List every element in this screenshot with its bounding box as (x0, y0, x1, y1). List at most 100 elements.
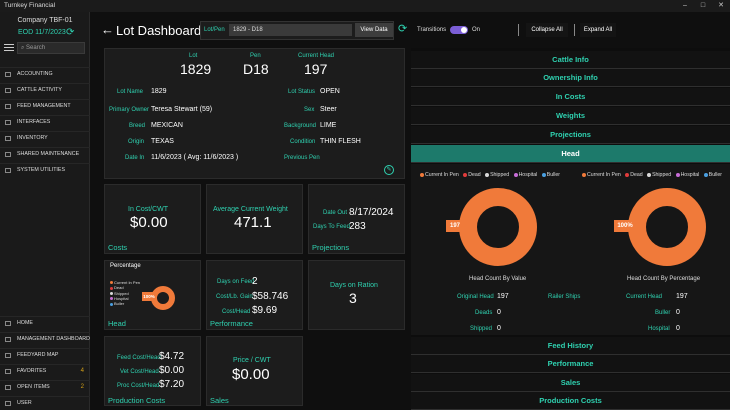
feed-cost-head-label: Feed Cost/Head (117, 355, 161, 361)
section-production-costs[interactable]: Production Costs (411, 392, 730, 410)
section-head[interactable]: Head (411, 145, 730, 163)
sidebar-item-system-utilities[interactable]: SYSTEM UTILITIES (0, 163, 90, 176)
head-legend-1: Current In Pen Dead Shipped Hospital Bul… (420, 172, 560, 178)
weight-card[interactable] (206, 184, 303, 254)
costs-card[interactable] (104, 184, 201, 254)
maximize-icon[interactable]: □ (700, 2, 706, 9)
section-sales[interactable]: Sales (411, 374, 730, 392)
search-input[interactable]: ⌕ Search (17, 42, 85, 54)
lot-name-label: Lot Name (117, 89, 144, 95)
collapse-all-button[interactable]: Collapse All (526, 23, 568, 37)
legend-label: Shipped (652, 172, 672, 178)
days-on-feed-value: 2 (252, 276, 258, 287)
inventory-icon (5, 136, 11, 141)
sidebar-item-label: FEED MANAGEMENT (17, 103, 71, 109)
ration-card[interactable] (308, 260, 405, 330)
swap-icon[interactable]: ⟳ (398, 23, 408, 35)
projections-card[interactable] (308, 184, 405, 254)
date-in-value: 11/6/2023 ( Avg: 11/6/2023 ) (151, 154, 239, 161)
star-icon (5, 369, 11, 374)
sidebar-item-home[interactable]: HOME (0, 316, 90, 329)
section-weights[interactable]: Weights (411, 107, 730, 125)
head-mini-legend: Current In Pen Dead Shipped Hospital Bul… (110, 280, 140, 306)
expand-all-button[interactable]: Expand All (580, 23, 616, 37)
sidebar-item-management-dashboard[interactable]: MANAGEMENT DASHBOARD (0, 332, 90, 345)
current-head-value: 197 (304, 61, 328, 77)
sidebar-item-label: HOME (17, 320, 33, 326)
sidebar-item-shared-maintenance[interactable]: SHARED MAINTENANCE (0, 147, 90, 160)
section-ownership-info[interactable]: Ownership Info (411, 69, 730, 87)
performance-card[interactable] (206, 260, 303, 330)
sidebar-item-feedyard-map[interactable]: FEEDYARD MAP (0, 348, 90, 361)
sidebar-item-open-items[interactable]: OPEN ITEMS 2 (0, 380, 90, 393)
transitions-toggle[interactable] (450, 26, 468, 34)
head-legend-title: Percentage (110, 263, 141, 269)
performance-title: Performance (210, 319, 253, 328)
avg-weight-label: Average Current Weight (213, 206, 288, 213)
projections-title: Projections (312, 243, 350, 252)
primary-owner-value: Teresa Stewart (59) (151, 106, 213, 113)
sidebar-item-cattle-activity[interactable]: CATTLE ACTIVITY (0, 83, 90, 96)
primary-owner-label: Primary Owner (109, 107, 150, 113)
refresh-icon[interactable]: ⟳ (66, 27, 75, 38)
sidebar-item-user[interactable]: USER (0, 396, 90, 409)
current-head-stat-value: 197 (676, 293, 688, 300)
section-cattle-info[interactable]: Cattle Info (411, 51, 730, 69)
user-icon (5, 401, 11, 406)
eod-date: EOD 11/7/2023 (18, 29, 66, 36)
sidebar-item-interfaces[interactable]: INTERFACES (0, 115, 90, 128)
home-icon (5, 321, 11, 326)
previous-pen-label: Previous Pen (284, 155, 320, 161)
donut2-value-tag: 100% (614, 220, 636, 232)
sidebar-item-inventory[interactable]: INVENTORY (0, 131, 90, 144)
edit-pencil-icon[interactable]: ✎ (384, 165, 394, 175)
breed-value: MEXICAN (151, 122, 183, 129)
date-in-label: Date In (125, 155, 145, 161)
lot-value: 1829 (180, 61, 212, 77)
sidebar-item-feed-management[interactable]: FEED MANAGEMENT (0, 99, 90, 112)
sidebar: Company TBF-01 EOD 11/7/2023 ⟳ ⌕ Search … (0, 12, 90, 410)
legend-label: Buller (546, 172, 561, 178)
sidebar-item-label: INVENTORY (17, 135, 48, 141)
cost-head-value: $9.69 (252, 305, 278, 316)
lot-status-label: Lot Status (288, 89, 316, 95)
divider (518, 24, 519, 36)
minimize-icon[interactable]: – (683, 2, 687, 9)
lot-pen-label: Lot/Pen (204, 27, 225, 33)
legend-label: Hospital (680, 172, 700, 178)
sidebar-item-label: INTERFACES (17, 119, 51, 125)
sidebar-item-label: ACCOUNTING (17, 71, 53, 77)
proc-cost-head-value: $7.20 (159, 379, 185, 390)
section-feed-history[interactable]: Feed History (411, 337, 730, 355)
chart2-caption: Head Count By Percentage (627, 276, 701, 282)
date-out-label: Date Out (323, 210, 348, 216)
hamburger-menu-icon[interactable] (4, 44, 14, 52)
price-cwt-value: $0.00 (232, 366, 270, 383)
sidebar-item-label: MANAGEMENT DASHBOARD (17, 336, 90, 342)
sidebar-item-label: SHARED MAINTENANCE (17, 151, 80, 157)
proc-cost-head-label: Proc Cost/Head (117, 383, 160, 389)
section-performance[interactable]: Performance (411, 355, 730, 373)
search-placeholder: Search (26, 45, 46, 51)
original-head-label: Original Head (457, 294, 494, 300)
cost-lb-gain-label: Cost/Lb. Gain (216, 294, 253, 300)
back-arrow-icon[interactable]: ← (101, 22, 114, 37)
section-projections[interactable]: Projections (411, 126, 730, 144)
view-data-button[interactable]: View Data (355, 23, 393, 37)
lot-status-value: OPEN (320, 88, 340, 95)
sex-label: Sex (304, 107, 315, 113)
company-name[interactable]: Company TBF-01 (17, 17, 73, 24)
close-icon[interactable]: ✕ (718, 2, 724, 9)
lot-pen-input[interactable]: 1829 - D18 (229, 24, 352, 36)
head-legend-2: Current In Pen Dead Shipped Hospital Bul… (582, 172, 722, 178)
sidebar-item-accounting[interactable]: ACCOUNTING (0, 67, 90, 80)
interfaces-icon (5, 120, 11, 125)
sidebar-item-favorites[interactable]: FAVORITES 4 (0, 364, 90, 377)
legend-label: Shipped (490, 172, 510, 178)
section-in-costs[interactable]: In Costs (411, 88, 730, 106)
production-costs-card[interactable] (104, 336, 201, 406)
buller-value: 0 (676, 309, 680, 316)
sales-title: Sales (210, 396, 229, 405)
sales-card[interactable] (206, 336, 303, 406)
legend-label: Hospital (518, 172, 538, 178)
